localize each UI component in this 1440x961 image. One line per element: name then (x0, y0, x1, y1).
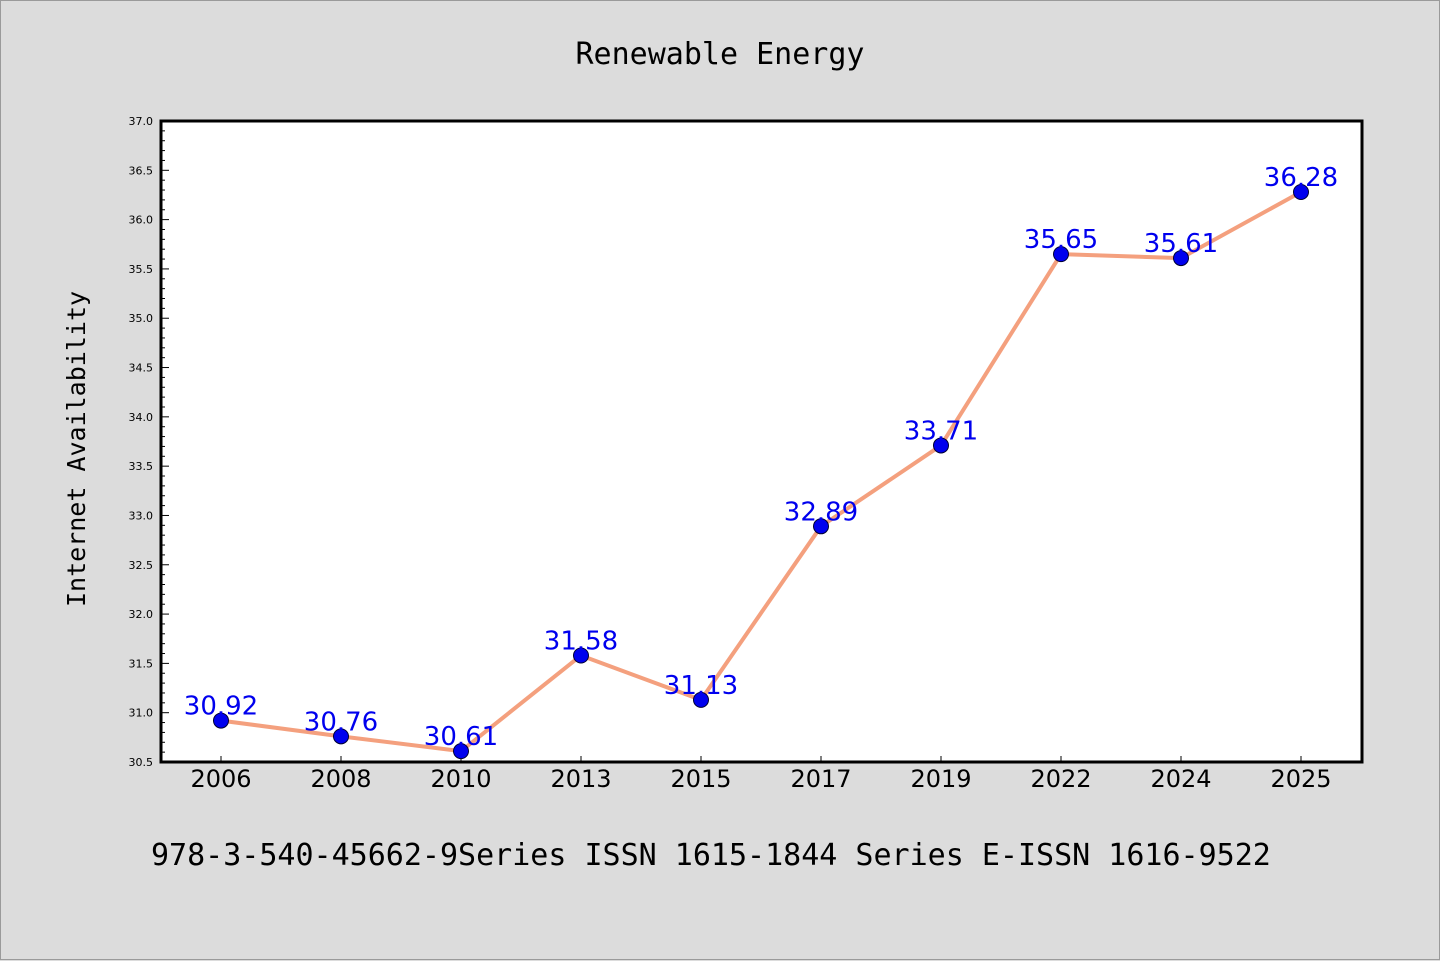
x-tick-label: 2006 (190, 765, 251, 793)
data-point (693, 691, 709, 708)
x-tick-label: 2025 (1270, 765, 1331, 793)
data-point (813, 518, 829, 535)
x-tick-label: 2019 (910, 765, 971, 793)
x-tick-label: 2008 (310, 765, 371, 793)
y-tick-label: 34.5 (129, 362, 154, 375)
x-tick-label: 2022 (1030, 765, 1091, 793)
chart-title: Renewable Energy (576, 37, 865, 72)
y-tick-label: 33.5 (129, 460, 154, 473)
y-tick-label: 34.0 (129, 411, 154, 424)
x-axis-ticks: 2006 2008 2010 2013 2015 2017 2019 2022 2024 2025 (190, 756, 1332, 793)
y-tick-label: 35.5 (129, 263, 154, 276)
x-tick-label: 2024 (1150, 765, 1211, 793)
footer-text: 978-3-540-45662-9Series ISSN 1615-1844 S… (151, 838, 1271, 873)
data-label: 33.71 (904, 416, 978, 446)
data-point (213, 712, 229, 729)
data-point (1293, 184, 1309, 201)
y-axis-ticks: 30.5 31.0 31.5 32.0 32.5 33.0 33.5 34.0 34.5 35.0… (129, 115, 169, 769)
data-label: 31.58 (544, 626, 618, 656)
data-point (1053, 246, 1069, 263)
data-label: 32.89 (784, 497, 858, 527)
data-point (333, 728, 349, 745)
data-label: 30.92 (184, 692, 258, 722)
y-tick-label: 30.5 (129, 756, 154, 769)
y-tick-label: 33.0 (129, 509, 154, 522)
series-line (219, 190, 1303, 754)
x-tick-label: 2017 (790, 765, 851, 793)
y-tick-label: 31.0 (129, 707, 154, 720)
data-label: 31.13 (664, 671, 738, 701)
y-axis-label: Internet Availability (62, 291, 91, 607)
data-label: 35.65 (1024, 225, 1098, 255)
data-point (933, 437, 949, 454)
y-tick-label: 36.0 (129, 214, 154, 227)
x-tick-label: 2010 (430, 765, 491, 793)
y-tick-label: 37.0 (129, 115, 154, 128)
data-point (1173, 250, 1189, 267)
x-tick-label: 2015 (670, 765, 731, 793)
data-label: 35.61 (1144, 229, 1218, 259)
data-label: 30.61 (424, 722, 498, 752)
data-label: 36.28 (1264, 163, 1338, 193)
y-tick-label: 35.0 (129, 312, 154, 325)
series-layer: 30.92 30.76 30.61 31.58 31.13 32.89 33.71 35.65… (184, 163, 1338, 760)
x-tick-label: 2013 (550, 765, 611, 793)
data-point (573, 647, 589, 664)
data-point (453, 743, 469, 760)
y-tick-label: 31.5 (129, 657, 154, 670)
y-tick-label: 32.0 (129, 608, 154, 621)
y-tick-label: 36.5 (129, 164, 154, 177)
y-tick-label: 32.5 (129, 559, 154, 572)
plot-area (159, 119, 1364, 764)
data-label: 30.76 (304, 707, 378, 737)
